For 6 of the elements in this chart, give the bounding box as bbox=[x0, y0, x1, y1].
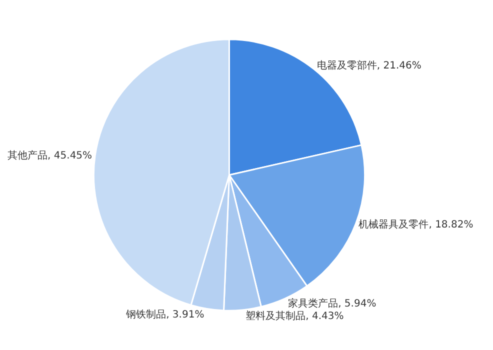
slice-label: 钢铁制品, 3.91% bbox=[125, 308, 204, 321]
slice-label: 其他产品, 45.45% bbox=[8, 150, 92, 162]
slice-label: 塑料及其制品, 4.43% bbox=[246, 310, 344, 322]
slice-label: 机械器具及零件, 18.82% bbox=[358, 218, 474, 231]
slice-label: 电器及零部件, 21.46% bbox=[316, 59, 422, 72]
slice-label: 家具类产品, 5.94% bbox=[288, 298, 376, 310]
